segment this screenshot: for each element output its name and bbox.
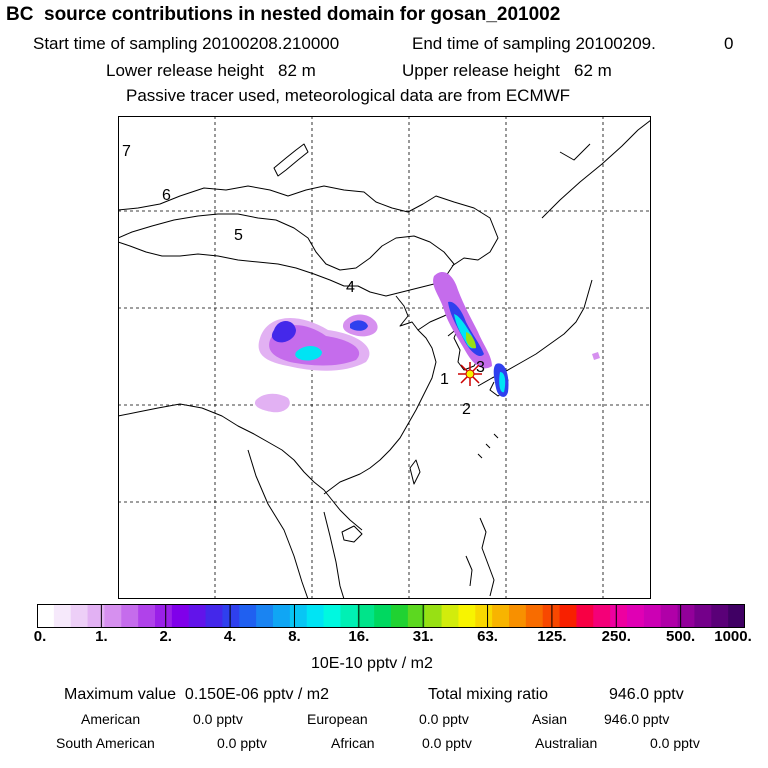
region-label-6: 6 [162, 187, 171, 204]
region-label-4: 4 [346, 279, 355, 296]
colorbar-cell [188, 604, 207, 628]
colorbar-tick-label: 4. [223, 628, 237, 645]
region-label-5: 5 [234, 227, 243, 244]
european-value: 0.0 pptv [419, 711, 469, 727]
colorbar-cell [660, 604, 679, 628]
end-time-suffix: 0 [724, 34, 734, 53]
colorbar-cell [70, 604, 89, 628]
colorbar-cell [205, 604, 224, 628]
receptor-star-icon [458, 362, 482, 386]
colorbar-cell [610, 604, 628, 628]
colorbar-cell [559, 604, 578, 628]
colorbar-tick-label: 0. [33, 628, 47, 645]
maximum-value: Maximum value 0.150E-06 pptv / m2 [64, 686, 330, 703]
colorbar-tick-label: 63. [477, 628, 498, 645]
map-frame [118, 116, 651, 599]
colorbar-tick-label: 8. [288, 628, 301, 645]
colorbar-unit: 10E-10 pptv / m2 [311, 655, 433, 672]
colorbar-tick-label: 250. [601, 628, 631, 645]
colorbar-cell [677, 604, 696, 628]
colorbar-cell [239, 604, 257, 628]
colorbar-tick-label: 500. [666, 628, 696, 645]
lower-release-height: Lower release height 82 m [106, 61, 316, 80]
region-label-1: 1 [440, 371, 449, 388]
south-american-label: South American [56, 735, 155, 751]
colorbar-cell [155, 604, 173, 628]
colorbar-cell [509, 604, 527, 628]
colorbar-cell [576, 604, 594, 628]
colorbar-cell [37, 604, 55, 628]
colorbar-cell [694, 604, 712, 628]
region-label-3: 3 [476, 359, 485, 376]
american-label: American [81, 711, 141, 727]
colorbar-cell [121, 604, 139, 628]
total-mixing-ratio-value: 946.0 pptv [609, 686, 684, 703]
colorbar-tick-label: 125. [537, 628, 567, 645]
colorbar-cell [643, 604, 662, 628]
colorbar-cell [256, 604, 274, 628]
region-label-2: 2 [462, 401, 471, 418]
start-time-label: Start time of sampling 20100208.210000 [33, 34, 340, 53]
tracer-note: Passive tracer used, meteorological data… [126, 86, 571, 105]
concentration-plumes [254, 271, 600, 413]
colorbar-cell [711, 604, 729, 628]
colorbar-tick-label: 1. [95, 628, 108, 645]
australian-label: Australian [535, 735, 598, 751]
american-value: 0.0 pptv [193, 711, 243, 727]
colorbar-cell [475, 604, 493, 628]
african-label: African [331, 735, 375, 751]
colorbar-cell [374, 604, 392, 628]
map-panel: 7 6 5 4 1 2 3 [118, 116, 651, 599]
region-label-7: 7 [122, 143, 131, 160]
colorbar-cell [289, 604, 308, 628]
asian-value: 946.0 pptv [604, 711, 670, 727]
upper-release-height: Upper release height 62 m [402, 61, 612, 80]
south-american-value: 0.0 pptv [217, 735, 267, 751]
colorbar [37, 604, 745, 628]
total-mixing-ratio-label: Total mixing ratio [428, 686, 549, 703]
colorbar-cell [593, 604, 611, 628]
colorbar-cell [104, 604, 122, 628]
colorbar-cell [87, 604, 106, 628]
colorbar-cell [340, 604, 358, 628]
colorbar-tick-label: 1000. [714, 628, 752, 645]
colorbar-cell [306, 604, 325, 628]
colorbar-cell [171, 604, 190, 628]
colorbar-cell [492, 604, 510, 628]
australian-value: 0.0 pptv [650, 735, 700, 751]
colorbar-cell [53, 604, 72, 628]
colorbar-cell [323, 604, 342, 628]
colorbar-cell [525, 604, 544, 628]
colorbar-cell [273, 604, 291, 628]
colorbar-cell [458, 604, 476, 628]
colorbar-tick-label: 2. [159, 628, 172, 645]
plot-title: BC source contributions in nested domain… [6, 4, 561, 25]
european-label: European [307, 711, 368, 727]
end-time-label: End time of sampling 20100209. [412, 34, 656, 53]
asian-label: Asian [532, 711, 568, 727]
colorbar-tick-label: 31. [412, 628, 434, 645]
colorbar-cell [357, 604, 375, 628]
colorbar-cell [222, 604, 240, 628]
colorbar-cell [407, 604, 426, 628]
colorbar-cell [391, 604, 409, 628]
map-gridlines [118, 116, 651, 599]
colorbar-cell [627, 604, 645, 628]
colorbar-cell [728, 604, 745, 628]
colorbar-cell [441, 604, 460, 628]
colorbar-cell [138, 604, 156, 628]
colorbar-tick-label: 16. [348, 628, 370, 645]
colorbar-cell [424, 604, 443, 628]
african-value: 0.0 pptv [422, 735, 472, 751]
